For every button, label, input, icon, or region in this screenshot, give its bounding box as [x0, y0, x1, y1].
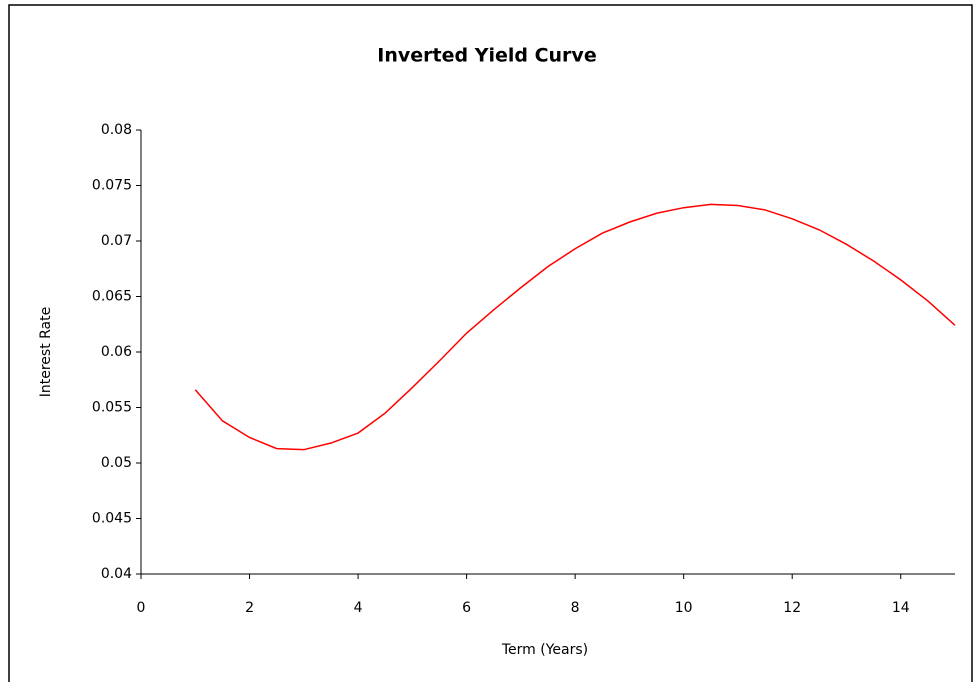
x-tick-label: 12 [783, 600, 801, 616]
x-tick-label: 6 [462, 600, 471, 616]
x-tick-label: 4 [354, 600, 363, 616]
y-tick-label: 0.065 [92, 289, 132, 305]
y-tick-label: 0.06 [101, 344, 132, 360]
chart-frame [8, 4, 973, 682]
y-tick-label: 0.055 [92, 400, 132, 416]
x-tick-label: 10 [675, 600, 693, 616]
y-tick-label: 0.07 [101, 233, 132, 249]
x-axis-label: Term (Years) [501, 642, 588, 658]
y-tick-label: 0.08 [101, 122, 132, 138]
x-tick-label: 2 [245, 600, 254, 616]
line-series [194, 203, 956, 451]
x-tick-label: 8 [571, 600, 580, 616]
y-tick-label: 0.045 [92, 511, 132, 527]
x-tick-label: 0 [137, 600, 146, 616]
y-axis-label: Interest Rate [38, 307, 54, 398]
x-tick-label: 14 [892, 600, 910, 616]
y-tick-label: 0.075 [92, 178, 132, 194]
chart-title: Inverted Yield Curve [377, 45, 596, 67]
y-tick-label: 0.04 [101, 566, 132, 582]
y-tick-label: 0.05 [101, 455, 132, 471]
